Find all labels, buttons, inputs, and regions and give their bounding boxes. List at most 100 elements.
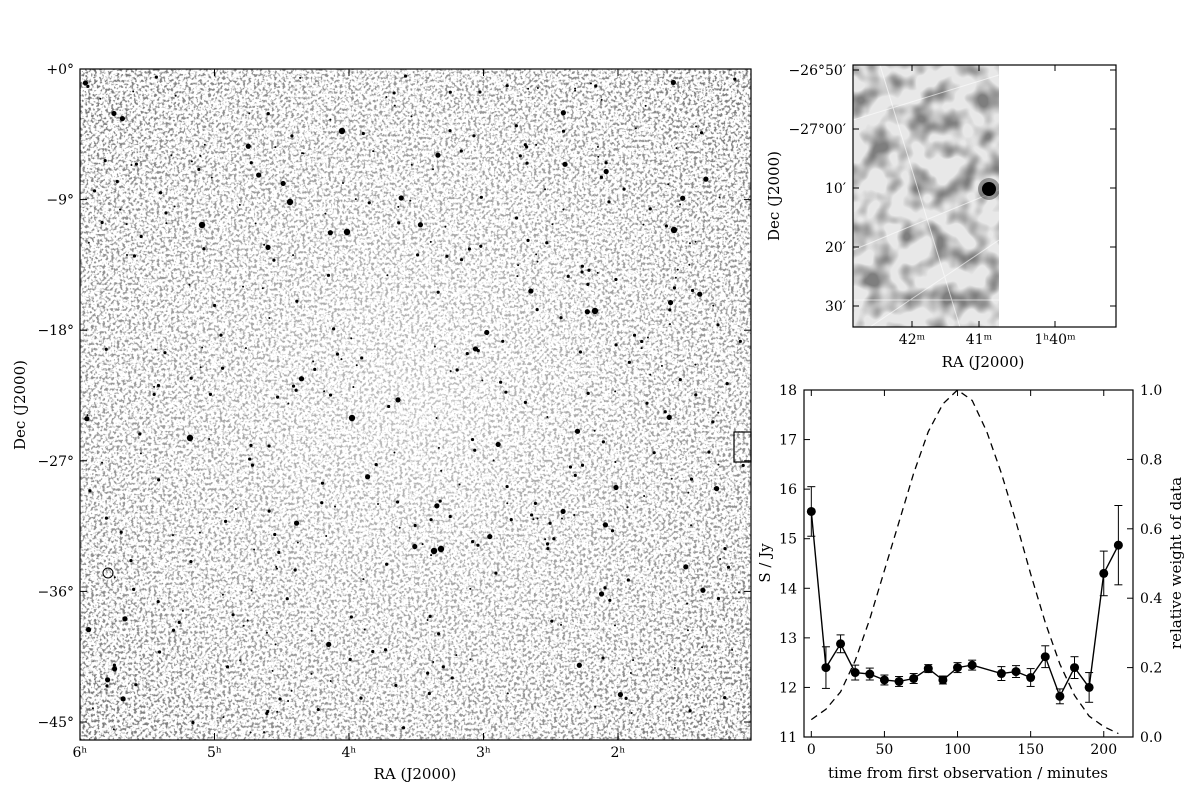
flux-point — [996, 669, 1006, 679]
map-source — [266, 111, 270, 116]
map-source — [274, 146, 277, 149]
map-source — [410, 163, 413, 166]
map-source — [626, 506, 629, 509]
map-source — [516, 275, 519, 278]
map-bright-source — [343, 228, 351, 236]
map-source — [250, 463, 255, 467]
map-source — [640, 347, 643, 350]
map-source — [603, 586, 607, 590]
zoom-y-tick-labels: −26°50′ −27°00′ 10′ 20′ 30′ — [788, 63, 1116, 315]
map-source — [86, 84, 90, 89]
map-source — [320, 501, 324, 505]
flux-point — [967, 660, 977, 670]
map-source — [359, 696, 363, 700]
map-source — [674, 276, 677, 279]
map-source — [428, 614, 432, 618]
lc-y-tick-label: 18 — [779, 383, 797, 399]
map-bright-source — [348, 414, 356, 422]
map-source — [438, 499, 442, 503]
map-source — [341, 182, 344, 185]
map-source — [295, 299, 299, 303]
lc-x-tick-label: 100 — [944, 742, 971, 758]
map-source — [99, 97, 102, 100]
main-map: 6ʰ 5ʰ 4ʰ 3ʰ 2ʰ +0° −9° −18° −27° −36° −45° RA (J2… — [11, 62, 752, 783]
map-source — [533, 501, 538, 505]
map-source — [717, 463, 720, 466]
map-source — [154, 348, 157, 351]
map-source — [112, 663, 116, 667]
map-source — [164, 211, 168, 215]
map-source — [413, 523, 417, 528]
map-source — [374, 462, 378, 467]
map-source — [290, 689, 293, 692]
map-source — [132, 90, 135, 93]
map-source — [85, 627, 92, 633]
map-source — [546, 547, 550, 551]
map-source — [265, 711, 269, 716]
map-source — [119, 208, 122, 211]
map-source — [272, 258, 276, 262]
map-source — [613, 484, 619, 491]
flux-point — [1099, 568, 1109, 578]
light-curve-y2-axis-label: relative weight of data — [1167, 477, 1185, 649]
map-source — [634, 127, 637, 130]
map-source — [614, 390, 617, 393]
map-source — [234, 508, 237, 511]
map-source — [265, 631, 268, 634]
main-x-tick-label: 4ʰ — [342, 745, 357, 761]
map-bright-source — [186, 434, 194, 442]
map-source — [403, 74, 408, 78]
map-source — [244, 347, 247, 350]
map-source — [302, 152, 305, 155]
map-source — [624, 696, 628, 700]
map-source — [670, 79, 676, 86]
map-source — [694, 240, 697, 243]
map-source — [472, 346, 479, 352]
map-bright-source — [437, 545, 445, 553]
map-source — [670, 477, 673, 480]
map-source — [598, 591, 605, 597]
map-source — [613, 624, 616, 627]
map-source — [157, 650, 162, 654]
flux-series — [806, 486, 1123, 705]
map-source — [589, 82, 592, 85]
map-source — [393, 451, 396, 454]
map-source — [580, 270, 584, 274]
map-source — [222, 716, 225, 719]
map-source — [580, 463, 585, 467]
map-source — [723, 546, 727, 551]
map-source — [208, 437, 211, 440]
map-source — [367, 201, 371, 205]
map-source — [113, 576, 116, 579]
map-source — [668, 308, 672, 312]
map-source — [377, 502, 380, 505]
map-source — [248, 112, 251, 115]
map-source — [267, 444, 271, 448]
map-source — [299, 76, 302, 79]
map-source — [154, 75, 158, 79]
lc-y-tick-label: 13 — [779, 631, 797, 647]
zoom-map: 42ᵐ 41ᵐ 1ʰ40ᵐ −26°50′ −27°00′ 10′ 20′ 30′ RA (… — [765, 63, 1117, 371]
map-source — [455, 654, 458, 657]
map-source — [225, 665, 230, 669]
map-source — [122, 616, 128, 622]
map-source — [210, 176, 213, 179]
map-source — [324, 212, 327, 215]
map-source — [506, 502, 509, 505]
map-source — [323, 390, 326, 393]
map-source — [604, 161, 608, 165]
map-source — [608, 598, 612, 602]
lc-y2-tick-label: 0.8 — [1140, 452, 1162, 468]
map-bright-source — [670, 226, 678, 234]
map-source — [738, 339, 742, 343]
map-source — [199, 154, 202, 157]
flux-point — [1026, 673, 1036, 683]
map-source — [267, 509, 271, 513]
light-curve-ticks: 0 50 100 150 200 11 12 13 14 15 16 17 18 0.0 0.2 0.4 0.6… — [779, 383, 1162, 758]
map-source — [642, 223, 645, 226]
map-source — [596, 271, 599, 274]
lc-x-tick-label: 200 — [1090, 742, 1117, 758]
main-y-axis-label: Dec (J2000) — [11, 360, 29, 450]
map-bright-source — [198, 221, 206, 229]
